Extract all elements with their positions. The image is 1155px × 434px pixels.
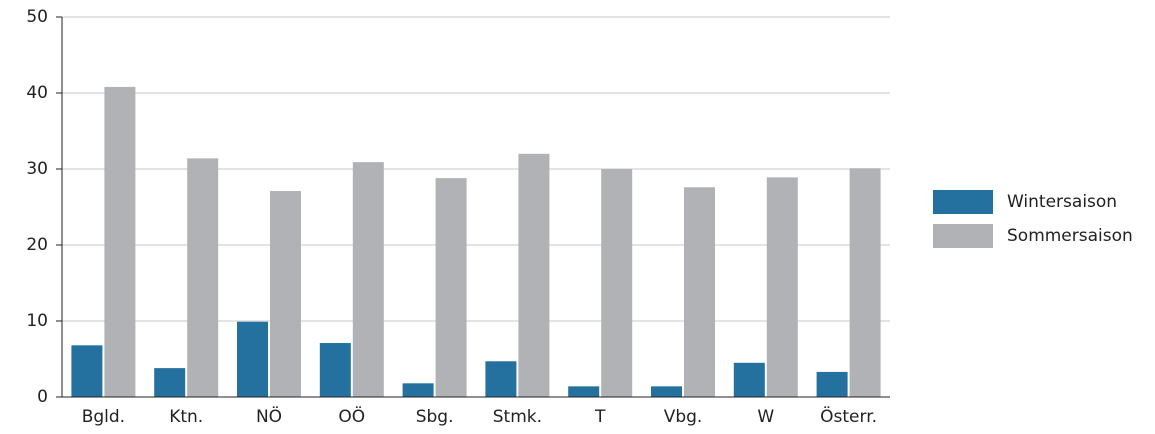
bar [402, 383, 434, 397]
y-tick-label: 40 [26, 83, 48, 103]
bar [485, 361, 517, 397]
x-tick-label: OÖ [338, 405, 365, 427]
x-tick-label: T [594, 407, 606, 427]
bar [237, 321, 268, 397]
bar [601, 169, 633, 397]
legend-swatch [933, 224, 993, 248]
x-tick-label: Österr. [820, 405, 877, 427]
bar [270, 191, 301, 397]
bar [733, 362, 765, 397]
bar [766, 177, 798, 397]
bar [816, 371, 848, 397]
x-tick-label: W [757, 407, 774, 427]
x-tick-label: Stmk. [493, 407, 542, 427]
x-tick-label: Sbg. [416, 407, 454, 427]
x-tick-label: Bgld. [82, 407, 125, 427]
y-tick-label: 30 [26, 159, 48, 179]
x-tick-label: Vbg. [664, 407, 703, 427]
y-tick-label: 50 [26, 7, 48, 27]
bar [104, 86, 136, 398]
bar [71, 345, 103, 397]
legend-label: Wintersaison [1007, 192, 1117, 212]
bar [187, 158, 219, 397]
bar [568, 386, 600, 397]
legend-swatch [933, 190, 993, 214]
bar [319, 343, 351, 397]
x-tick-label: Ktn. [169, 407, 203, 427]
bar [684, 187, 715, 397]
bar [518, 153, 550, 397]
bar [651, 386, 682, 397]
y-tick-label: 20 [26, 235, 48, 255]
legend-label: Sommersaison [1007, 226, 1133, 246]
bar [154, 368, 186, 397]
y-tick-label: 0 [37, 387, 48, 407]
bar [849, 168, 881, 397]
bar [352, 162, 384, 397]
bar [435, 178, 467, 397]
y-tick-label: 10 [26, 311, 48, 331]
x-tick-label: NÖ [256, 405, 282, 427]
